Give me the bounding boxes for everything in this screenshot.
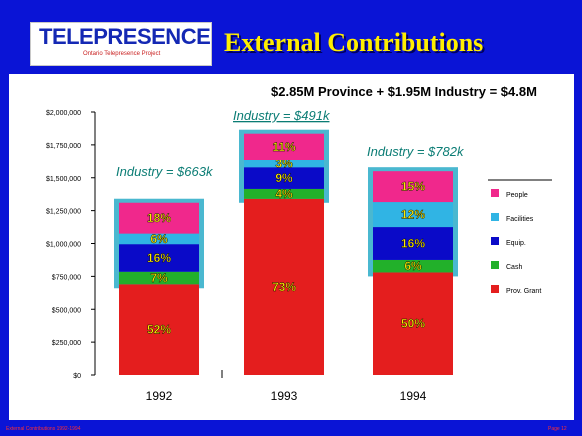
bar-segment bbox=[244, 198, 324, 375]
data-label: 9% bbox=[275, 171, 293, 185]
logo-wordmark: TELEPRESENCE bbox=[39, 24, 211, 49]
y-tick-label: $1,250,000 bbox=[46, 209, 81, 216]
bar-segment bbox=[119, 271, 199, 285]
legend-label: Prov. Grant bbox=[506, 288, 541, 295]
x-tick-label: 1993 bbox=[271, 389, 298, 403]
bar-segment bbox=[373, 171, 453, 203]
bar-segment bbox=[119, 202, 199, 234]
legend-swatch bbox=[491, 237, 499, 245]
slide-title: External Contributions bbox=[224, 28, 484, 57]
bar-segment bbox=[244, 133, 324, 160]
bar-segment bbox=[119, 244, 199, 272]
industry-annotation: Industry = $491k bbox=[233, 108, 331, 123]
bar-segment bbox=[373, 259, 453, 273]
data-label: 50% bbox=[401, 317, 425, 331]
data-label: 18% bbox=[147, 211, 171, 225]
x-tick-label: 1994 bbox=[400, 389, 427, 403]
bar-segment bbox=[244, 167, 324, 189]
data-label: 11% bbox=[272, 140, 296, 154]
y-tick-label: $500,000 bbox=[52, 307, 81, 314]
y-tick-label: $1,500,000 bbox=[46, 176, 81, 183]
legend-swatch bbox=[491, 189, 499, 197]
legend-swatch bbox=[491, 213, 499, 221]
bar-segment bbox=[119, 233, 199, 245]
data-label: 16% bbox=[147, 251, 171, 265]
legend-label: Cash bbox=[506, 264, 522, 271]
legend-label: People bbox=[506, 192, 528, 199]
bar-segment bbox=[244, 159, 324, 168]
y-tick-label: $2,000,000 bbox=[46, 110, 81, 117]
industry-annotation: Industry = $663k bbox=[116, 164, 214, 179]
data-label: 52% bbox=[147, 323, 171, 337]
bar-segment bbox=[373, 227, 453, 260]
legend-label: Equip. bbox=[506, 240, 526, 247]
footer-right: Page 12 bbox=[548, 426, 567, 432]
data-label: 3% bbox=[275, 157, 293, 171]
industry-annotation: Industry = $782k bbox=[367, 144, 465, 159]
legend-swatch bbox=[491, 261, 499, 269]
footer-left: External Contributions 1992-1994 bbox=[6, 426, 81, 432]
bar-segment bbox=[244, 188, 324, 199]
data-label: 12% bbox=[401, 208, 425, 222]
data-label: 16% bbox=[401, 237, 425, 251]
data-label: 4% bbox=[275, 187, 293, 201]
x-tick-label: 1992 bbox=[146, 389, 173, 403]
data-label: 6% bbox=[404, 259, 422, 273]
data-label: 6% bbox=[150, 232, 168, 246]
y-tick-label: $1,000,000 bbox=[46, 242, 81, 249]
y-tick-label: $750,000 bbox=[52, 274, 81, 281]
data-label: 73% bbox=[272, 280, 296, 294]
data-label: 7% bbox=[150, 271, 168, 285]
legend-label: Facilities bbox=[506, 216, 534, 223]
telepresence-logo: TELEPRESENCE Ontario Telepresence Projec… bbox=[30, 22, 212, 66]
logo-tagline: Ontario Telepresence Project bbox=[83, 51, 161, 57]
bar-segment bbox=[373, 272, 453, 375]
legend-swatch bbox=[491, 285, 499, 293]
y-tick-label: $0 bbox=[73, 373, 81, 380]
bar-segment bbox=[119, 284, 199, 375]
bar-segment bbox=[373, 202, 453, 228]
data-label: 15% bbox=[401, 180, 425, 194]
y-tick-label: $1,750,000 bbox=[46, 143, 81, 150]
y-tick-label: $250,000 bbox=[52, 340, 81, 347]
funding-summary: $2.85M Province + $1.95M Industry = $4.8… bbox=[271, 84, 537, 99]
